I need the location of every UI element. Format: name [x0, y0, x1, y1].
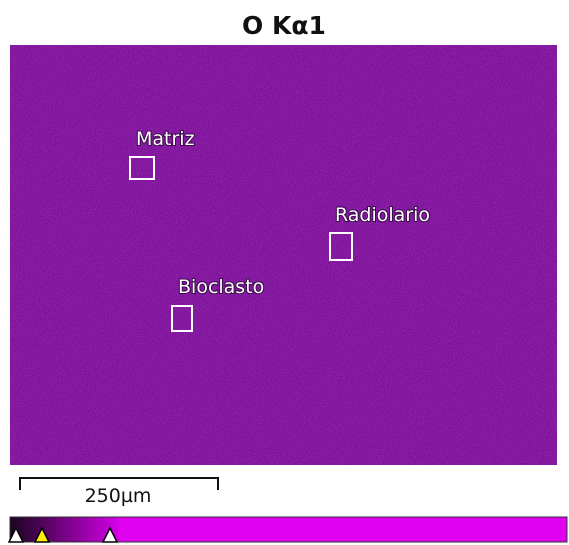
region-label: Matriz	[136, 128, 195, 150]
map-title: O Kα1	[242, 11, 326, 40]
color-bar	[7, 516, 568, 543]
scale-bar	[19, 477, 219, 490]
region-label: Radiolario	[335, 204, 430, 226]
map-image	[10, 45, 557, 465]
region-label: Bioclasto	[178, 276, 264, 298]
min-marker[interactable]	[7, 526, 25, 543]
region-box[interactable]	[171, 305, 193, 332]
scale-bar-label: 250µm	[85, 485, 152, 507]
max-marker[interactable]	[101, 526, 119, 543]
region-box[interactable]	[329, 232, 353, 261]
mid-marker[interactable]	[33, 526, 51, 543]
region-box[interactable]	[129, 156, 155, 180]
map-noise	[10, 45, 557, 465]
